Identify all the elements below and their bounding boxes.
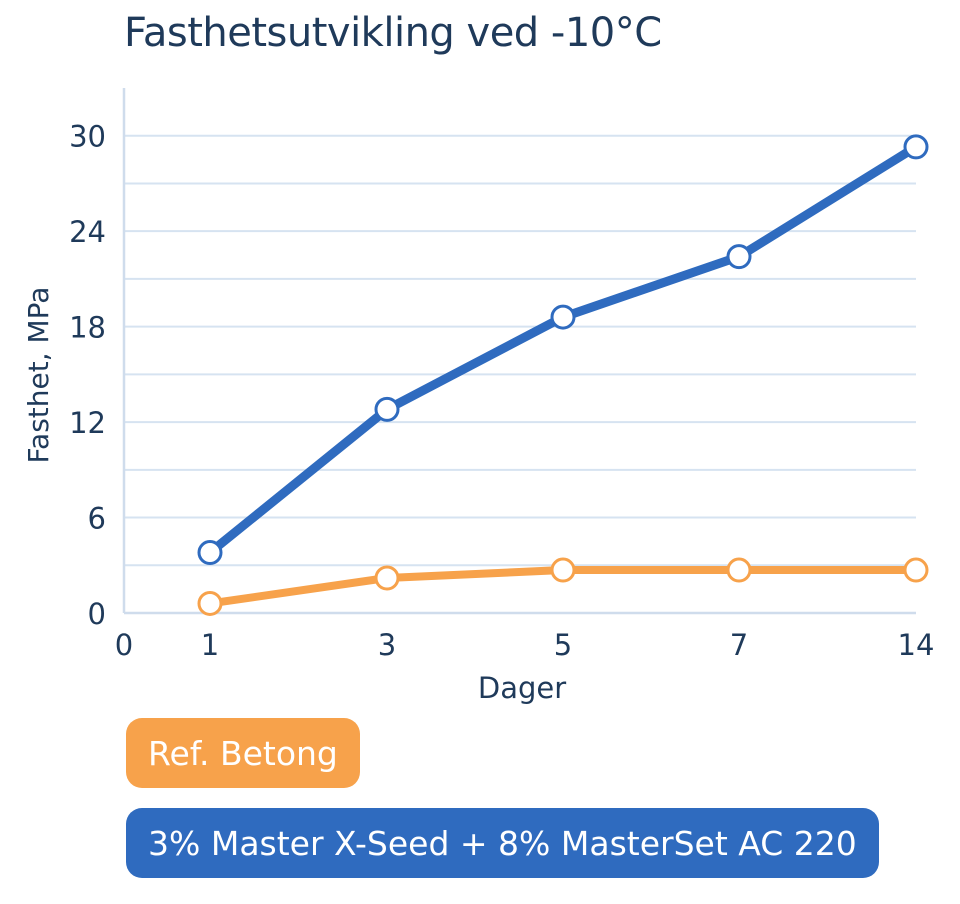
y-tick-label: 6: [88, 502, 106, 536]
y-tick-label: 12: [69, 406, 106, 440]
y-tick-label: 18: [69, 311, 106, 345]
data-series: [197, 134, 929, 616]
x-axis-label: Dager: [478, 671, 566, 705]
data-point: [726, 557, 752, 583]
y-axis-label: Fasthet, MPa: [22, 287, 55, 464]
x-tick-label: 5: [554, 628, 572, 662]
chart-title: Fasthetsutvikling ved -10°C: [124, 10, 662, 56]
series-line: [205, 142, 921, 558]
x-tick-label: 1: [201, 628, 219, 662]
data-point: [550, 304, 576, 330]
x-tick-label: 14: [898, 628, 935, 662]
data-point: [374, 396, 400, 422]
legend-item-ref-betong: Ref. Betong: [126, 718, 360, 788]
data-point: [550, 557, 576, 583]
x-tick-label: 3: [378, 628, 396, 662]
axes: [122, 88, 916, 615]
legend-item-master-x-seed: 3% Master X-Seed + 8% MasterSet AC 220: [126, 808, 879, 878]
y-tick-label: 0: [88, 597, 106, 631]
data-point: [903, 557, 929, 583]
data-point: [197, 590, 223, 616]
y-tick-label: 24: [69, 215, 106, 249]
x-tick-label-origin: 0: [115, 628, 133, 662]
data-point: [374, 565, 400, 591]
data-point: [197, 540, 223, 566]
data-point: [726, 244, 752, 270]
x-tick-label: 7: [730, 628, 748, 662]
y-tick-label: 30: [69, 120, 106, 154]
data-point: [903, 134, 929, 160]
gridlines: [124, 134, 916, 567]
y-tick-labels: 0 6 12 18 24 30: [69, 120, 106, 631]
x-tick-labels: 0 1 3 5 7 14: [115, 628, 935, 662]
